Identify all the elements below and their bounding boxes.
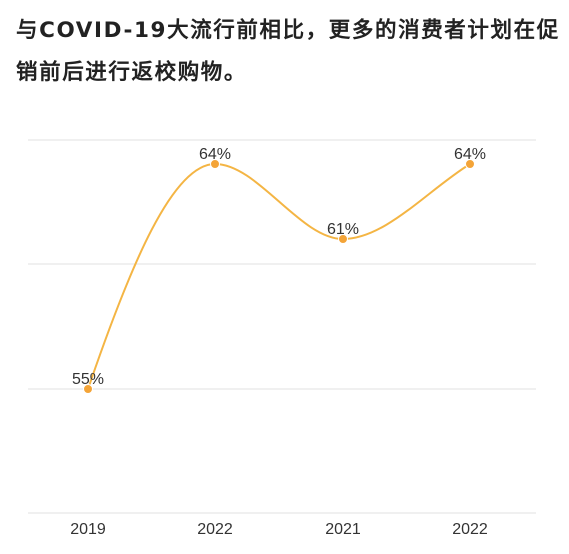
x-axis-ticks: 2019 2022 2021 2022 <box>70 521 488 538</box>
x-tick-label-0: 2019 <box>70 521 106 538</box>
series-line <box>87 162 471 390</box>
data-labels: 55% 64% 61% 64% <box>72 146 486 388</box>
data-point-2022-3 <box>465 159 475 169</box>
data-point-2021-2 <box>338 234 348 244</box>
x-tick-label-2: 2021 <box>325 521 361 538</box>
data-label-3: 64% <box>454 146 486 163</box>
data-point-2019-0 <box>83 384 93 394</box>
chart-title: 与COVID-19大流行前相比，更多的消费者计划在促销前后进行返校购物。 <box>16 18 560 85</box>
data-label-1: 64% <box>199 146 231 163</box>
data-label-0: 55% <box>72 371 104 388</box>
data-point-2022-1 <box>210 159 220 169</box>
data-label-2: 61% <box>327 221 359 238</box>
x-tick-label-1: 2022 <box>197 521 233 538</box>
series-line-layer <box>87 162 471 390</box>
data-points <box>83 159 475 394</box>
x-tick-label-3: 2022 <box>452 521 488 538</box>
gridlines <box>28 139 536 514</box>
